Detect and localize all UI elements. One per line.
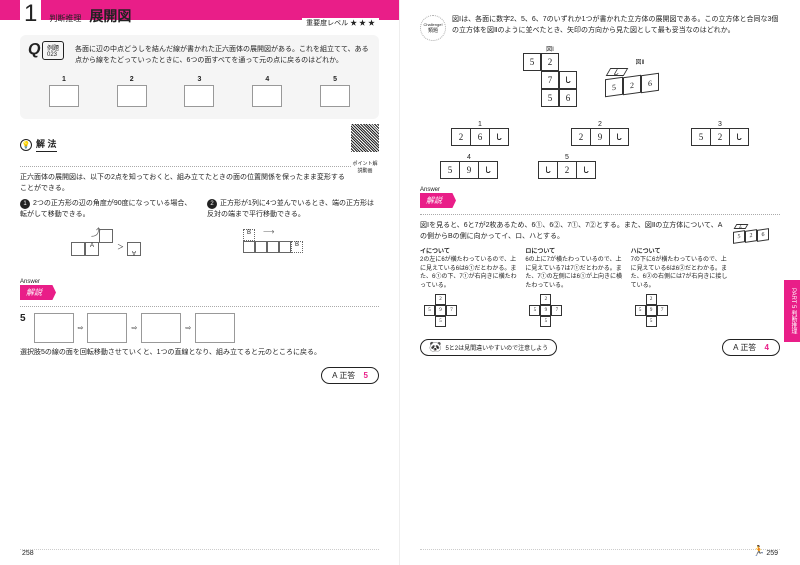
final-answer-row: A 正答 5 (20, 367, 379, 384)
separator (420, 214, 780, 215)
net-diagram-5 (320, 85, 350, 107)
page-number-left: 258 (22, 550, 34, 557)
header-content: 1 判断推理 展開図 (20, 0, 131, 28)
figure-1: 図Ⅰ 2 5 7 ᒐ 5 6 (520, 44, 580, 113)
option-3: 3 (184, 76, 214, 109)
answer-sublabel: Answer (20, 279, 379, 285)
net-diagram-3 (184, 85, 214, 107)
figure-row: 図Ⅰ 2 5 7 ᒐ 5 6 図Ⅱ 5 2 6 ᒐ (420, 44, 780, 113)
answer-intro-r: 図Ⅰを見ると、6と7が2枚あるため、6①、6②、7①、7②とする。また、図Ⅱの立… (420, 221, 725, 242)
net-diagram-2 (117, 85, 147, 107)
option-1: 1 (49, 76, 79, 109)
qr-code[interactable] (351, 124, 379, 152)
panda-icon: 🐼 (429, 342, 441, 353)
challenge-options: 126ᒐ 229ᒐ 352ᒐ (420, 121, 780, 146)
small-cube-iso: 5 2 6 ᒐ (730, 221, 780, 251)
method-diagram-2: B B ⟶ (207, 224, 379, 274)
final-answer-box-r: A 正答 4 (722, 339, 780, 356)
answer-ribbon: 解説 (20, 285, 56, 300)
col-ha: ハについて 7の下に6が横たわっているので、上に見えている6は6②だとわかる。ま… (631, 248, 730, 329)
separator (20, 166, 351, 167)
chapter-label: 判断推理 (49, 13, 81, 24)
answer-number: 5 (20, 313, 26, 324)
question-text: 各面に辺の中点どうしを結んだ線が書かれた正六面体の展開図がある。これを組立てて、… (75, 45, 369, 66)
page-guide (20, 549, 379, 550)
bottom-row-right: 🐼 5と2は見間違いやすいので注意しよう A 正答 4 (420, 339, 780, 356)
bulb-icon: 💡 (20, 139, 32, 151)
answer-diagrams: ⇨ ⇨ ⇨ (34, 313, 379, 343)
cube-3d-diagram: 5 2 6 ᒐ (600, 66, 680, 101)
runner-icon: 🏃 (753, 546, 765, 557)
method-diagram-1: A ＞ A ⤴ (20, 224, 192, 274)
difficulty-level: 重要度レベル ★ ★ ★ (302, 18, 379, 28)
col-i: イについて 2の左に6が横たわっているので、上に見えている6は6①だとわかる。ま… (420, 248, 519, 329)
answer-content: 5 ⇨ ⇨ ⇨ (20, 313, 379, 343)
method-title: 解 法 (36, 137, 57, 152)
option-5: 5 (320, 76, 350, 109)
method-section-header: 💡 解 法 (20, 137, 57, 152)
net-diagram-1 (49, 85, 79, 107)
c-option-1: 126ᒐ (451, 121, 509, 146)
header-bar: 1 判断推理 展開図 重要度レベル ★ ★ ★ (0, 0, 399, 20)
c-option-3: 352ᒐ (691, 121, 749, 146)
c-option-2: 229ᒐ (571, 121, 629, 146)
tip-bubble: 🐼 5と2は見間違いやすいので注意しよう (420, 339, 557, 356)
method-columns: 12つの正方形の辺の角度が90度になっている場合、転がして移動できる。 A ＞ … (20, 198, 379, 279)
separator (20, 306, 379, 307)
level-label: 重要度レベル (306, 20, 348, 27)
challenge-badge: Challenge! 類題 (420, 15, 446, 41)
figure-2: 図Ⅱ 5 2 6 ᒐ (600, 57, 680, 101)
qr-label: ポイント解説動画 (351, 160, 379, 174)
c-option-4: 459ᒐ (440, 154, 498, 179)
answer-section: Answer 解説 (20, 279, 379, 300)
three-column-explanation: イについて 2の左に6が横たわっているので、上に見えている6は6①だとわかる。ま… (420, 248, 730, 329)
answer-sublabel-r: Answer (420, 187, 780, 193)
method-col-1: 12つの正方形の辺の角度が90度になっている場合、転がして移動できる。 A ＞ … (20, 198, 192, 279)
answer-ribbon-r: 解説 (420, 193, 456, 208)
question-number-badge: 例題 023 (42, 41, 64, 60)
side-tab: PART 5 判断推理 (784, 280, 800, 342)
challenge-header: Challenge! 類題 図Ⅰは、各面に数字2、5、6、7のいずれか1つが書か… (420, 15, 780, 36)
question-letter: Q (28, 41, 40, 59)
option-4: 4 (252, 76, 282, 109)
option-2: 2 (117, 76, 147, 109)
num-circle-1: 1 (20, 199, 30, 209)
c-option-5: 5ᒐ2ᒐ (538, 154, 596, 179)
final-answer-box: A 正答 5 (321, 367, 379, 384)
challenge-options-row2: 459ᒐ 5ᒐ2ᒐ (420, 154, 780, 179)
method-col-2: 2正方形が1列に4つ並んでいるとき、端の正方形は反対の端まで平行移動できる。 B… (207, 198, 379, 279)
page-number-right: 259 (766, 550, 778, 557)
stars-icon: ★ ★ ★ (350, 20, 375, 27)
chapter-title: 展開図 (89, 6, 131, 26)
tiny-diagram-1: 2 5 9 7 5 (420, 294, 519, 329)
tiny-diagram-2: 2 5 9 7 5 (525, 294, 624, 329)
challenge-text: 図Ⅰは、各面に数字2、5、6、7のいずれか1つが書かれた立方体の展開図である。こ… (452, 16, 778, 34)
tiny-diagram-3: 2 5 9 7 5 (631, 294, 730, 329)
answer-section-right: Answer 解説 (420, 187, 780, 208)
num-circle-2: 2 (207, 199, 217, 209)
options-row: 1 2 3 4 5 (30, 76, 369, 109)
question-box: Q 例題 023 各面に辺の中点どうしを結んだ線が書かれた正六面体の展開図がある… (20, 35, 379, 119)
right-page: Challenge! 類題 図Ⅰは、各面に数字2、5、6、7のいずれか1つが書か… (400, 0, 800, 565)
chapter-number: 1 (20, 0, 41, 28)
method-intro: 正六面体の展開図は、以下の2点を知っておくと、組み立てたときの面の位置関係を保っ… (20, 173, 379, 194)
cube-net-diagram: 2 5 7 ᒐ 5 6 (520, 53, 580, 113)
answer-explanation: 選択肢5の線の面を回転移動させていくと、1つの直線となり、組み立てると元のところ… (20, 348, 379, 359)
net-diagram-4 (252, 85, 282, 107)
col-ro: ロについて 6の上に7が横たわっているので、上に見えている7は7①だとわかる。ま… (525, 248, 624, 329)
left-page: 1 判断推理 展開図 重要度レベル ★ ★ ★ Q 例題 023 各面に辺の中点… (0, 0, 400, 565)
page-guide-r (420, 549, 780, 550)
